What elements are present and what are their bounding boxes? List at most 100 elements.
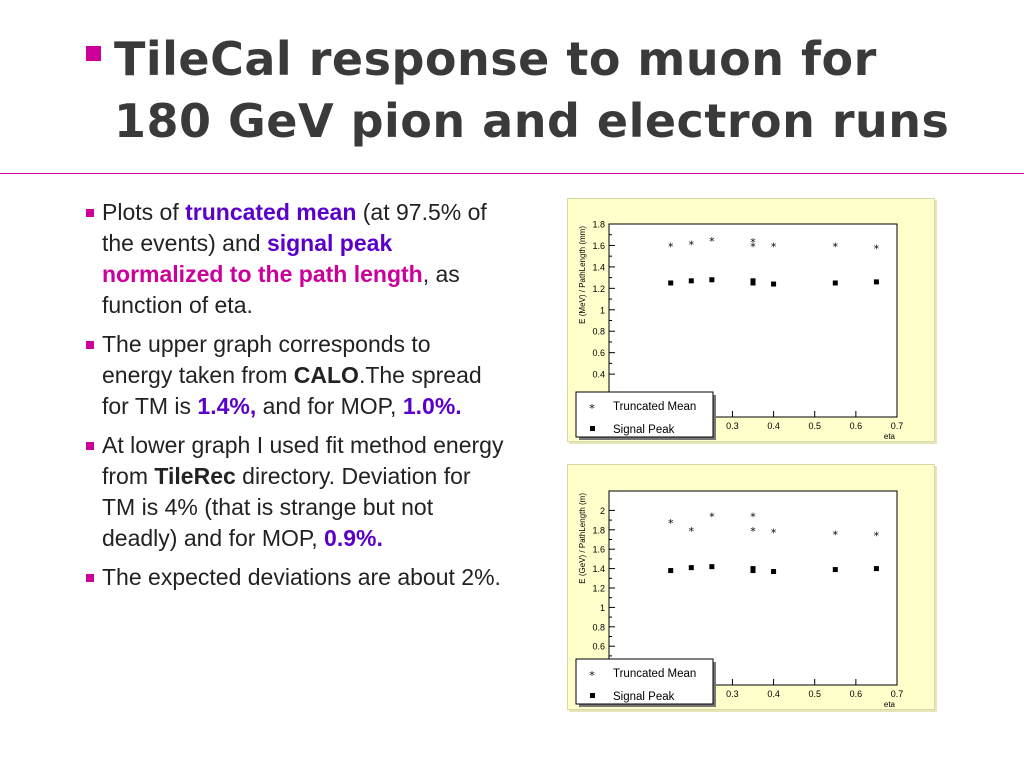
data-point-signal-peak <box>688 565 694 571</box>
legend-marker-star: * <box>589 669 595 682</box>
data-point-signal-peak <box>668 280 674 286</box>
bullet-1-highlight-normalized: normalized to the path length <box>102 261 423 287</box>
bullet-marker <box>86 442 94 450</box>
lower-plot-svg: 0.40.60.811.21.41.61.820.30.40.50.60.7et… <box>575 490 904 709</box>
y-tick-label: 0.6 <box>592 642 605 652</box>
bullet-2-mop-value: 1.0%. <box>402 393 462 419</box>
data-point-truncated-mean: * <box>750 525 756 538</box>
y-tick-label: 1.6 <box>592 545 605 555</box>
bullet-4-text: The expected deviations are about 2%. <box>102 564 501 590</box>
data-point-signal-peak <box>771 281 777 287</box>
y-tick-label: 1 <box>600 603 605 613</box>
x-tick-label: 0.3 <box>726 689 739 699</box>
legend-entry-label: Truncated Mean <box>613 401 696 413</box>
data-point-signal-peak <box>873 279 879 285</box>
bullet-2: The upper graph corresponds to energy ta… <box>84 329 504 422</box>
title-line-2: 180 GeV pion and electron runs <box>114 94 950 148</box>
bullet-1: Plots of truncated mean (at 97.5% of the… <box>84 197 504 321</box>
bullet-3-text-2: directory. Deviation for TM is 4% (that … <box>102 463 471 551</box>
plot-frame <box>608 223 898 418</box>
title-line-1: TileCal response to muon for <box>114 32 877 86</box>
data-point-signal-peak <box>709 277 715 283</box>
data-point-truncated-mean: * <box>833 240 839 253</box>
bullet-1-text: Plots of <box>102 199 186 225</box>
x-tick-label: 0.3 <box>726 421 739 431</box>
x-tick-label: 0.7 <box>891 421 904 431</box>
x-tick-label: 0.5 <box>808 421 821 431</box>
y-axis-label: E (MeV) / PathLength (mm) <box>578 226 587 324</box>
y-tick-label: 1.2 <box>592 284 605 294</box>
y-axis-label: E (GeV) / PathLength (m) <box>578 493 587 584</box>
data-point-signal-peak <box>832 280 838 286</box>
upper-plot-svg: 0.4 0.6 0.8 1 1.2 1.4 1.6 1.8 0.3 0.4 0.5 0.6 0.7eta… <box>575 220 904 441</box>
data-point-truncated-mean: * <box>689 238 695 251</box>
bullet-marker <box>86 341 94 349</box>
y-tick-label: 1.2 <box>592 584 605 594</box>
data-point-truncated-mean: * <box>750 236 756 249</box>
data-point-signal-peak <box>709 564 715 570</box>
title-divider <box>0 173 1024 174</box>
bullet-marker <box>86 574 94 582</box>
y-tick-label: 1.4 <box>592 564 605 574</box>
legend-entry-label: Signal Peak <box>613 424 675 436</box>
data-point-truncated-mean: * <box>833 529 839 542</box>
data-point-signal-peak <box>832 567 838 573</box>
x-tick-label: 0.7 <box>891 689 904 699</box>
bullet-2-calo: CALO <box>293 362 359 388</box>
y-tick-label: 1.8 <box>592 220 605 230</box>
data-point-truncated-mean: * <box>709 510 715 523</box>
y-tick-label: 0.4 <box>592 370 605 380</box>
x-tick-label: 0.4 <box>767 421 780 431</box>
bullet-list: Plots of truncated mean (at 97.5% of the… <box>84 197 504 601</box>
title-bullet <box>86 46 101 61</box>
y-tick-label: 1 <box>600 305 605 315</box>
data-point-signal-peak <box>771 569 777 575</box>
data-point-signal-peak <box>688 278 694 284</box>
bullet-marker <box>86 209 94 217</box>
data-point-truncated-mean: * <box>771 527 777 540</box>
lower-plot: 0.40.60.811.21.41.61.820.30.40.50.60.7et… <box>567 464 935 710</box>
bullet-4: The expected deviations are about 2%. <box>84 562 504 593</box>
y-tick-label: 0.8 <box>592 327 605 337</box>
bullet-2-tm-value: 1.4%, <box>197 393 257 419</box>
data-point-truncated-mean: * <box>689 525 695 538</box>
y-tick-label: 1.4 <box>592 262 605 272</box>
bullet-2-text: The upper graph corresponds to energy ta… <box>102 331 431 388</box>
legend-marker-square <box>590 693 595 698</box>
bullet-1-text-3: , as function of eta. <box>102 261 460 318</box>
slide-title: TileCal response to muon for 180 GeV pio… <box>114 28 1014 152</box>
y-tick-label: 1.8 <box>592 525 605 535</box>
y-tick-label: 0.6 <box>592 348 605 358</box>
legend-marker-square <box>590 426 595 431</box>
x-axis-label: eta <box>884 700 896 709</box>
data-point-signal-peak <box>873 566 879 572</box>
data-point-signal-peak <box>750 566 756 572</box>
x-tick-label: 0.6 <box>850 421 863 431</box>
data-point-signal-peak <box>668 568 674 574</box>
legend-entry-label: Truncated Mean <box>613 668 696 680</box>
bullet-3-text: At lower graph I used fit method energy … <box>102 432 504 489</box>
x-tick-label: 0.5 <box>808 689 821 699</box>
data-point-truncated-mean: * <box>668 240 674 253</box>
bullet-2-text-2: .The spread for TM is <box>102 362 482 419</box>
bullet-1-highlight-signal-peak: signal peak <box>266 230 393 256</box>
bullet-3: At lower graph I used fit method energy … <box>84 430 504 554</box>
y-tick-label: 1.6 <box>592 241 605 251</box>
bullet-2-text-3: and for MOP, <box>256 393 403 419</box>
data-point-signal-peak <box>750 278 756 284</box>
data-point-truncated-mean: * <box>668 517 674 530</box>
bullet-1-highlight-truncated-mean: truncated mean <box>185 199 357 225</box>
y-tick-label: 0.8 <box>592 622 605 632</box>
bullet-1-text-2: (at 97.5% of the events) and <box>102 199 487 256</box>
data-point-truncated-mean: * <box>750 510 756 523</box>
upper-plot: 0.4 0.6 0.8 1 1.2 1.4 1.6 1.8 0.3 0.4 0.5 0.6 0.7 eta… <box>567 198 935 442</box>
x-tick-label: 0.6 <box>850 689 863 699</box>
legend-box <box>575 391 714 438</box>
bullet-3-tilerec: TileRec <box>154 463 236 489</box>
x-tick-label: 0.4 <box>767 689 780 699</box>
data-point-truncated-mean: * <box>771 240 777 253</box>
legend-entry-label: Signal Peak <box>613 691 675 703</box>
legend-box <box>575 658 714 705</box>
x-axis-label: eta <box>884 432 896 441</box>
data-point-truncated-mean: * <box>874 243 880 256</box>
